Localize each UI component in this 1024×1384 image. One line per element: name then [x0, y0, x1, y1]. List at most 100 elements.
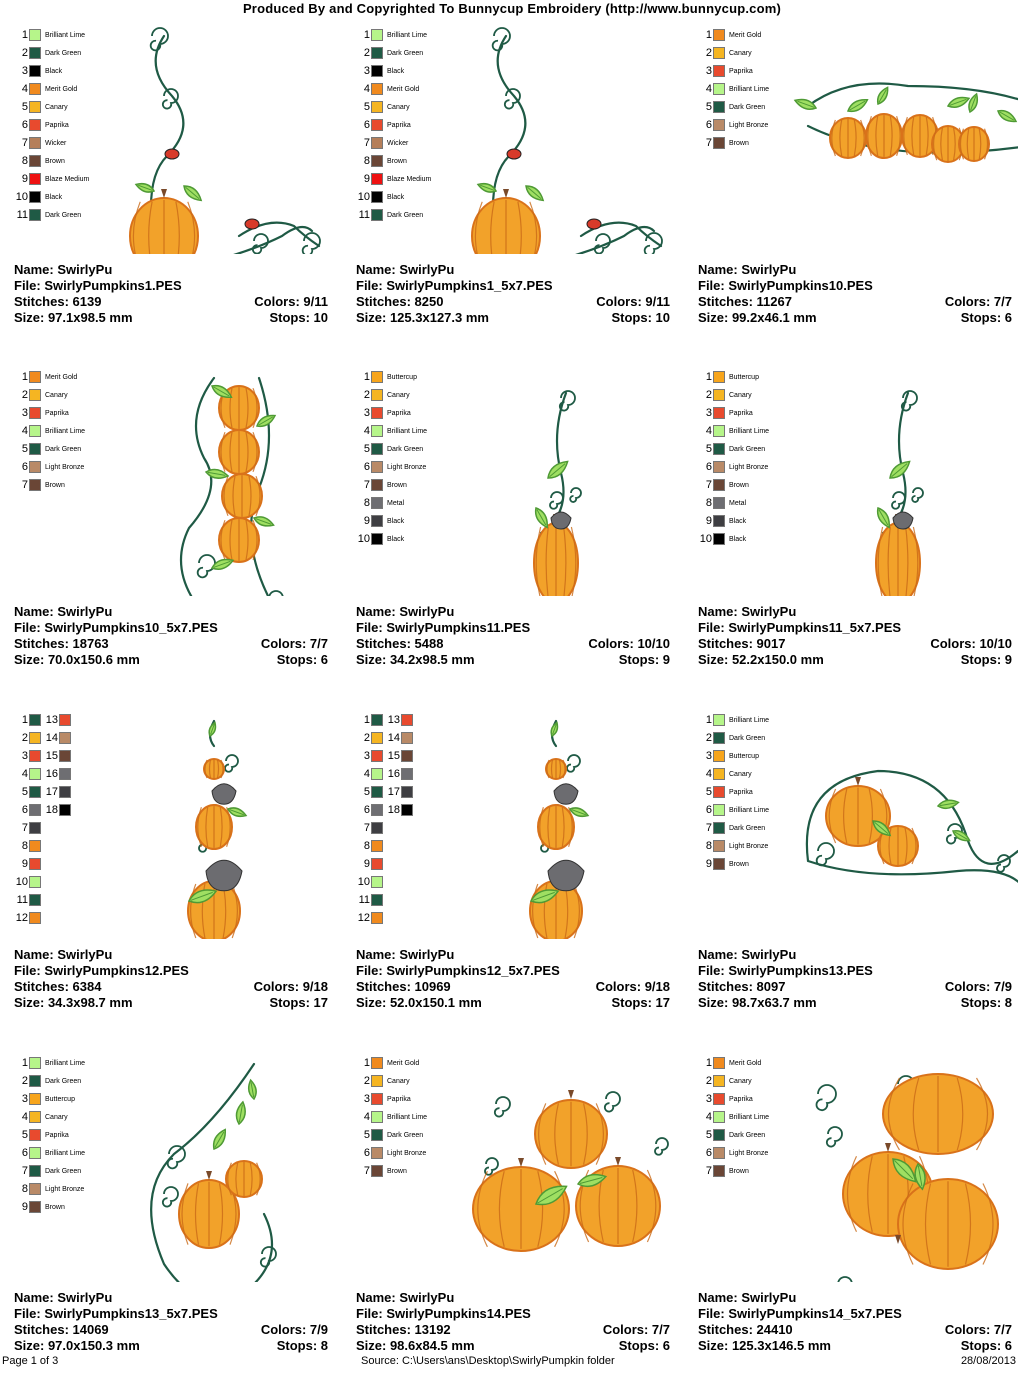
- legend-row: 18: [44, 801, 71, 819]
- legend-row: 3 Buttercup: [14, 1090, 75, 1108]
- legend-number: 7: [363, 1165, 370, 1177]
- legend-number: 7: [705, 137, 712, 149]
- color-name: Brilliant Lime: [387, 427, 428, 435]
- stitch-count: Stitches: 11267: [698, 294, 792, 309]
- color-swatch: [371, 714, 383, 726]
- legend-number: 3: [705, 65, 712, 77]
- legend-number: 5: [21, 443, 28, 455]
- legend-number: 4: [705, 768, 712, 780]
- design-file: File: SwirlyPumpkins11_5x7.PES: [698, 620, 902, 635]
- color-swatch: [29, 1147, 41, 1159]
- legend-number: 11: [358, 209, 370, 221]
- design-size: Size: 125.3x146.5 mm: [698, 1338, 831, 1353]
- legend-number: 6: [21, 119, 28, 131]
- legend-row: 7 Brown: [698, 1162, 749, 1180]
- legend-row: 3 Paprika: [698, 404, 753, 422]
- color-swatch: [371, 29, 383, 41]
- color-name: Brilliant Lime: [729, 85, 770, 93]
- color-name: Brown: [45, 481, 65, 489]
- design-size: Size: 98.6x84.5 mm: [356, 1338, 475, 1353]
- legend-row: 6: [356, 801, 383, 819]
- legend-number: 3: [363, 750, 370, 762]
- design-file: File: SwirlyPumpkins10.PES: [698, 278, 873, 293]
- design-file: File: SwirlyPumpkins1.PES: [14, 278, 182, 293]
- legend-row: 8 Metal: [356, 494, 404, 512]
- legend-row: 9 Blaze Medium: [356, 170, 431, 188]
- design-size: Size: 97.0x150.3 mm: [14, 1338, 140, 1353]
- color-name: Canary: [387, 103, 410, 111]
- legend-number: 10: [15, 191, 28, 203]
- design-card: 1 Brilliant Lime 2 Dark Green 3 Buttercup 4 Can…: [698, 711, 1024, 1041]
- legend-row: 7 Dark Green: [698, 819, 765, 837]
- color-name: Paprika: [45, 121, 69, 129]
- stop-count: Stops: 9: [960, 652, 1012, 667]
- legend-row: 10 Black: [356, 530, 404, 548]
- color-swatch: [29, 47, 41, 59]
- color-swatch: [713, 137, 725, 149]
- design-info: Name: SwirlyPu File: SwirlyPumpkins11_5x7…: [698, 604, 1012, 668]
- color-name: Black: [387, 535, 405, 543]
- color-name: Canary: [387, 391, 410, 399]
- legend-row: 8 Light Bronze: [698, 837, 768, 855]
- legend-number: 10: [15, 876, 28, 888]
- color-swatch: [713, 1129, 725, 1141]
- color-name: Brown: [45, 157, 65, 165]
- legend-number: 8: [363, 155, 370, 167]
- legend-row: 3: [356, 747, 383, 765]
- color-swatch: [59, 804, 71, 816]
- stop-count: Stops: 17: [269, 995, 328, 1010]
- legend-number: 3: [705, 750, 712, 762]
- legend-row: 3 Black: [356, 62, 404, 80]
- color-swatch: [59, 714, 71, 726]
- color-swatch: [29, 101, 41, 113]
- design-size: Size: 34.2x98.5 mm: [356, 652, 475, 667]
- color-name: Light Bronze: [729, 121, 769, 129]
- design-info: Name: SwirlyPu File: SwirlyPumpkins11.PES…: [356, 604, 670, 668]
- color-name: Dark Green: [45, 49, 82, 57]
- color-name: Light Bronze: [45, 463, 85, 471]
- legend-number: 5: [21, 101, 28, 113]
- color-swatch: [29, 894, 41, 906]
- legend-number: 16: [45, 768, 58, 780]
- color-name: Canary: [729, 49, 752, 57]
- legend-number: 7: [21, 137, 28, 149]
- color-name: Dark Green: [387, 211, 424, 219]
- color-name: Dark Green: [729, 734, 766, 742]
- color-name: Black: [729, 535, 747, 543]
- color-count: Colors: 7/7: [602, 1322, 670, 1337]
- legend-number: 1: [21, 714, 28, 726]
- legend-row: 2: [14, 729, 41, 747]
- color-name: Brown: [387, 157, 407, 165]
- color-name: Light Bronze: [387, 463, 427, 471]
- design-preview-image: [356, 1054, 676, 1287]
- legend-row: 7: [356, 819, 383, 837]
- design-preview-image: [698, 368, 1018, 604]
- color-swatch: [29, 1201, 41, 1213]
- color-swatch: [401, 750, 413, 762]
- legend-number: 6: [705, 119, 712, 131]
- legend-row: 9 Blaze Medium: [14, 170, 89, 188]
- color-swatch: [29, 155, 41, 167]
- legend-number: 8: [705, 497, 712, 509]
- page-number: Page 1 of 3: [2, 1355, 59, 1367]
- legend-row: 6 Light Bronze: [356, 1144, 426, 1162]
- color-swatch: [29, 29, 41, 41]
- design-card: 1 Merit Gold 2 Canary 3 Paprika 4 Brilliant Lim…: [14, 368, 334, 698]
- legend-row: 1 Brilliant Lime: [698, 711, 769, 729]
- color-name: Light Bronze: [729, 1149, 769, 1157]
- legend-number: 2: [705, 1075, 712, 1087]
- color-swatch: [371, 461, 383, 473]
- legend-number: 12: [15, 912, 28, 924]
- color-name: Brown: [729, 860, 749, 868]
- legend-number: 1: [21, 371, 28, 383]
- color-name: Blaze Medium: [45, 175, 90, 183]
- legend-row: 2 Canary: [698, 1072, 752, 1090]
- legend-row: 1 Merit Gold: [698, 1054, 761, 1072]
- color-swatch: [371, 1129, 383, 1141]
- color-swatch: [713, 1075, 725, 1087]
- legend-number: 2: [363, 1075, 370, 1087]
- legend-number: 9: [21, 858, 28, 870]
- color-name: Black: [45, 193, 63, 201]
- legend-row: 15: [386, 747, 413, 765]
- color-name: Black: [387, 67, 405, 75]
